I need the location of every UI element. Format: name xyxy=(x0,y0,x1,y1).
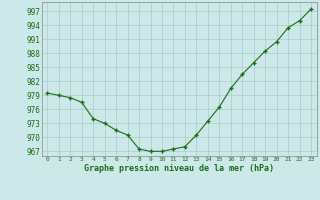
X-axis label: Graphe pression niveau de la mer (hPa): Graphe pression niveau de la mer (hPa) xyxy=(84,164,274,173)
